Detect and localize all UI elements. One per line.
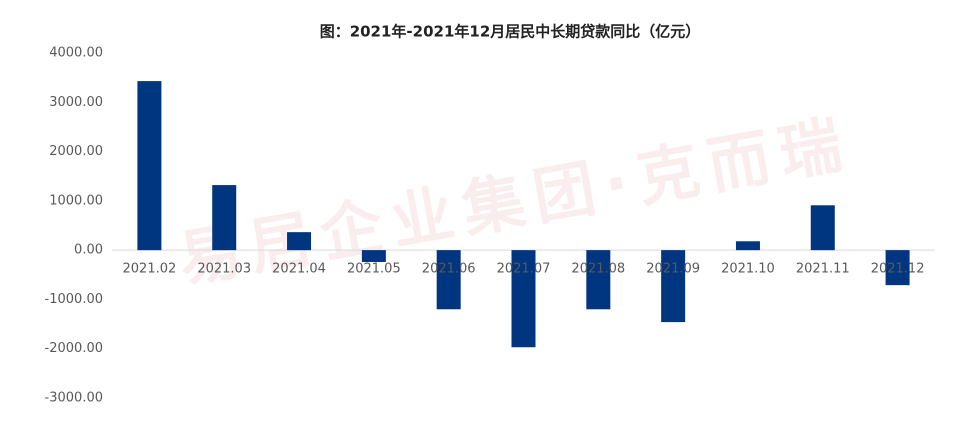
y-tick-label: 3000.00 <box>49 95 103 110</box>
x-tick-label: 2021.04 <box>272 262 326 277</box>
y-tick-label: -2000.00 <box>45 341 103 356</box>
chart-title: 图：2021年-2021年12月居民中长期贷款同比（亿元） <box>320 23 701 41</box>
bar <box>885 250 910 286</box>
y-tick-label: 4000.00 <box>49 46 103 61</box>
bar <box>361 250 386 262</box>
bar <box>586 250 611 310</box>
bar <box>511 250 536 348</box>
x-tick-label: 2021.03 <box>197 262 251 277</box>
x-tick-label: 2021.08 <box>571 262 625 277</box>
bar <box>436 250 461 310</box>
y-tick-label: -1000.00 <box>45 292 103 307</box>
bar <box>735 241 760 251</box>
bar <box>212 185 237 251</box>
y-tick-label: -3000.00 <box>45 391 103 406</box>
x-tick-label: 2021.09 <box>646 262 700 277</box>
y-tick-label: 2000.00 <box>49 144 103 159</box>
bar <box>287 232 312 251</box>
bar <box>661 250 686 323</box>
x-tick-label: 2021.05 <box>347 262 401 277</box>
y-tick-label: 1000.00 <box>49 193 103 208</box>
y-tick-label: 0.00 <box>74 243 103 258</box>
bar <box>810 205 835 251</box>
x-tick-label: 2021.06 <box>422 262 476 277</box>
x-tick-label: 2021.12 <box>871 262 925 277</box>
x-tick-label: 2021.02 <box>123 262 177 277</box>
bar <box>137 81 162 251</box>
x-tick-label: 2021.10 <box>721 262 775 277</box>
x-tick-label: 2021.07 <box>497 262 551 277</box>
x-tick-label: 2021.11 <box>796 262 850 277</box>
